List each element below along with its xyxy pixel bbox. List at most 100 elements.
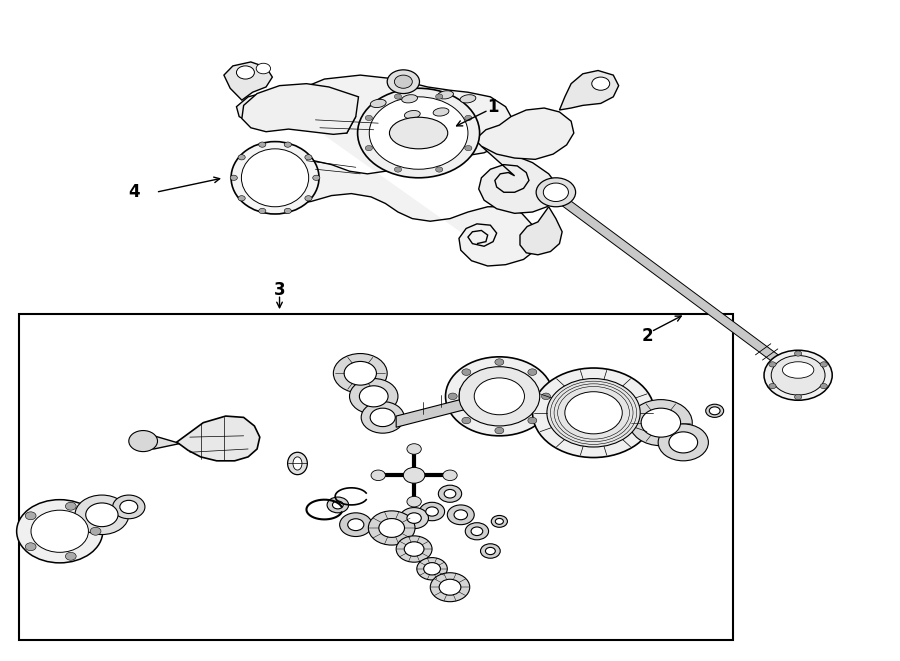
Circle shape bbox=[430, 572, 470, 602]
Circle shape bbox=[25, 512, 36, 520]
Circle shape bbox=[403, 467, 425, 483]
Circle shape bbox=[769, 383, 776, 389]
Circle shape bbox=[31, 510, 88, 553]
Circle shape bbox=[419, 502, 445, 521]
Circle shape bbox=[565, 392, 622, 434]
Circle shape bbox=[394, 167, 401, 172]
Circle shape bbox=[771, 356, 825, 395]
Circle shape bbox=[332, 501, 343, 509]
Circle shape bbox=[349, 379, 398, 414]
Circle shape bbox=[495, 518, 503, 524]
Circle shape bbox=[368, 511, 415, 545]
Circle shape bbox=[333, 354, 387, 393]
Polygon shape bbox=[176, 416, 260, 461]
Circle shape bbox=[669, 432, 698, 453]
Ellipse shape bbox=[241, 149, 309, 207]
Circle shape bbox=[447, 505, 474, 525]
Circle shape bbox=[347, 519, 364, 531]
Circle shape bbox=[407, 513, 421, 524]
Circle shape bbox=[16, 500, 103, 563]
Circle shape bbox=[547, 379, 640, 447]
Circle shape bbox=[464, 145, 472, 151]
Circle shape bbox=[426, 507, 438, 516]
Circle shape bbox=[120, 500, 138, 514]
Ellipse shape bbox=[288, 452, 307, 475]
Circle shape bbox=[533, 368, 654, 457]
Ellipse shape bbox=[404, 110, 420, 119]
Circle shape bbox=[327, 497, 348, 513]
Circle shape bbox=[795, 351, 802, 356]
Text: 2: 2 bbox=[642, 327, 653, 345]
Circle shape bbox=[464, 115, 472, 120]
Circle shape bbox=[471, 527, 482, 535]
Circle shape bbox=[284, 142, 292, 147]
Text: 3: 3 bbox=[274, 281, 285, 299]
Ellipse shape bbox=[460, 95, 476, 103]
Circle shape bbox=[459, 367, 540, 426]
Circle shape bbox=[424, 563, 440, 575]
Ellipse shape bbox=[390, 117, 448, 149]
Circle shape bbox=[474, 378, 525, 414]
Circle shape bbox=[407, 444, 421, 454]
Polygon shape bbox=[560, 71, 618, 110]
Circle shape bbox=[75, 495, 129, 535]
Polygon shape bbox=[264, 75, 538, 266]
Circle shape bbox=[129, 430, 158, 451]
Circle shape bbox=[417, 558, 447, 580]
Polygon shape bbox=[479, 146, 558, 214]
Polygon shape bbox=[561, 200, 802, 378]
Circle shape bbox=[820, 383, 827, 389]
Circle shape bbox=[312, 175, 319, 180]
Circle shape bbox=[86, 503, 118, 527]
Circle shape bbox=[439, 579, 461, 595]
Circle shape bbox=[394, 94, 401, 99]
Circle shape bbox=[658, 424, 708, 461]
Circle shape bbox=[491, 516, 508, 527]
Circle shape bbox=[641, 408, 680, 437]
Circle shape bbox=[66, 502, 77, 510]
Circle shape bbox=[443, 470, 457, 481]
Circle shape bbox=[379, 518, 404, 537]
Bar bbox=[19, 314, 733, 640]
Circle shape bbox=[764, 350, 833, 401]
Circle shape bbox=[365, 115, 373, 120]
Circle shape bbox=[400, 508, 428, 529]
Circle shape bbox=[820, 362, 827, 367]
Circle shape bbox=[706, 405, 724, 417]
Circle shape bbox=[112, 495, 145, 519]
Circle shape bbox=[258, 142, 265, 147]
Circle shape bbox=[536, 178, 576, 207]
Ellipse shape bbox=[231, 141, 319, 214]
Circle shape bbox=[371, 470, 385, 481]
Circle shape bbox=[370, 408, 395, 426]
Circle shape bbox=[448, 393, 457, 400]
Circle shape bbox=[339, 513, 372, 537]
Circle shape bbox=[462, 369, 471, 375]
Ellipse shape bbox=[293, 457, 302, 470]
Circle shape bbox=[528, 369, 536, 375]
Circle shape bbox=[544, 183, 569, 202]
Circle shape bbox=[230, 175, 238, 180]
Circle shape bbox=[407, 496, 421, 507]
Circle shape bbox=[256, 63, 271, 74]
Bar bbox=[2, 1, 898, 317]
Circle shape bbox=[361, 402, 404, 433]
Polygon shape bbox=[237, 93, 356, 133]
Circle shape bbox=[795, 395, 802, 400]
Polygon shape bbox=[140, 436, 179, 449]
Circle shape bbox=[66, 553, 77, 561]
Circle shape bbox=[238, 196, 245, 201]
Circle shape bbox=[495, 359, 504, 366]
Circle shape bbox=[465, 523, 489, 540]
Circle shape bbox=[445, 489, 455, 498]
Circle shape bbox=[237, 66, 255, 79]
Ellipse shape bbox=[437, 91, 454, 99]
Ellipse shape bbox=[782, 362, 814, 378]
Text: 1: 1 bbox=[487, 98, 499, 116]
Circle shape bbox=[344, 362, 376, 385]
Circle shape bbox=[454, 510, 467, 520]
Circle shape bbox=[542, 393, 551, 400]
Ellipse shape bbox=[370, 99, 386, 108]
Circle shape bbox=[258, 208, 265, 214]
Circle shape bbox=[394, 75, 412, 89]
